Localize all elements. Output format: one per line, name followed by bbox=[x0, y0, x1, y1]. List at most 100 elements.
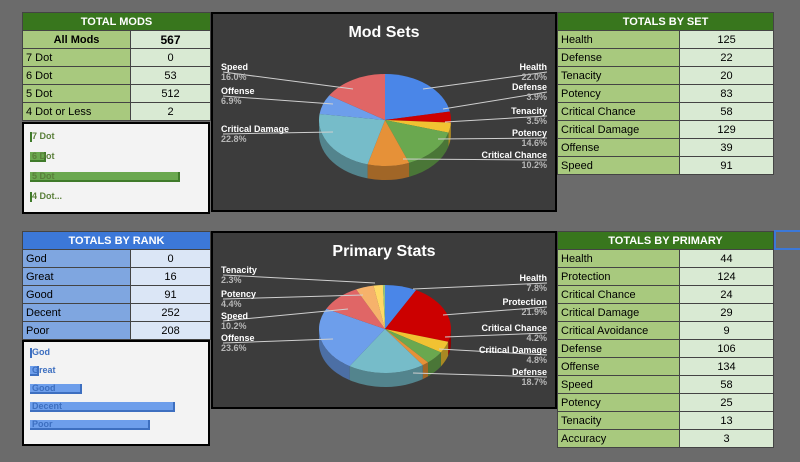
row-label[interactable]: God bbox=[22, 249, 131, 268]
row-label[interactable]: Speed bbox=[557, 375, 680, 394]
total-mods-value[interactable]: 567 bbox=[130, 30, 211, 49]
row-value[interactable]: 22 bbox=[678, 48, 775, 67]
row-value[interactable]: 208 bbox=[129, 321, 212, 340]
row-label[interactable]: Critical Chance bbox=[557, 285, 680, 304]
row-value[interactable]: 16 bbox=[129, 267, 212, 286]
row-value[interactable]: 134 bbox=[679, 357, 774, 376]
table-row: Offense 39 bbox=[557, 138, 775, 157]
pie-slice-side bbox=[422, 362, 429, 380]
row-value[interactable]: 53 bbox=[130, 66, 211, 85]
primary-stats-chart[interactable]: Primary Stats Health 7.8% Protection 21.9% C… bbox=[211, 231, 557, 409]
row-value[interactable]: 44 bbox=[679, 249, 774, 268]
totals-by-set-table: TOTALS BY SET Health 125 Defense 22 Tenacity… bbox=[556, 12, 775, 175]
row-label[interactable]: 6 Dot bbox=[22, 66, 131, 85]
leader-line bbox=[438, 348, 548, 356]
pie-slice[interactable] bbox=[382, 285, 385, 329]
row-value[interactable]: 91 bbox=[129, 285, 212, 304]
table-row: Potency 83 bbox=[557, 84, 775, 103]
row-value[interactable]: 2 bbox=[130, 102, 211, 121]
pie-slice[interactable] bbox=[385, 111, 451, 123]
row-label[interactable]: Tenacity bbox=[557, 66, 680, 85]
row-label[interactable]: Defense bbox=[557, 48, 680, 67]
total-mods-header[interactable]: TOTAL MODS bbox=[22, 12, 211, 31]
legend-percent: 22.8% bbox=[221, 134, 247, 144]
pie-slice[interactable] bbox=[385, 74, 450, 120]
pie-slice[interactable] bbox=[385, 290, 451, 342]
row-value[interactable]: 24 bbox=[679, 285, 774, 304]
totals-by-rank-header[interactable]: TOTALS BY RANK bbox=[21, 231, 212, 250]
pie-slice[interactable] bbox=[319, 308, 385, 367]
table-row: Offense 134 bbox=[557, 357, 774, 376]
pie-slice-side bbox=[440, 341, 449, 367]
row-value[interactable]: 512 bbox=[130, 84, 211, 103]
pie-slice[interactable] bbox=[329, 74, 385, 120]
pie-slice[interactable] bbox=[385, 120, 451, 133]
mod-sets-chart[interactable]: Mod Sets Health 22.0% Defense 3.9% Tenacity 3… bbox=[211, 12, 557, 212]
pie-slice[interactable] bbox=[385, 285, 417, 329]
row-label[interactable]: Protection bbox=[557, 267, 680, 286]
row-label[interactable]: 7 Dot bbox=[22, 48, 131, 67]
pie-slice[interactable] bbox=[356, 285, 385, 329]
row-value[interactable]: 20 bbox=[678, 66, 775, 85]
row-value[interactable]: 39 bbox=[678, 138, 775, 157]
pie-slice[interactable] bbox=[385, 329, 441, 363]
total-mods-label[interactable]: All Mods bbox=[22, 30, 131, 49]
totals-by-primary-header[interactable]: TOTALS BY PRIMARY bbox=[557, 231, 774, 250]
row-label[interactable]: Potency bbox=[557, 84, 680, 103]
row-value[interactable]: 83 bbox=[678, 84, 775, 103]
row-label[interactable]: Critical Damage bbox=[557, 303, 680, 322]
row-label[interactable]: Critical Avoidance bbox=[557, 321, 680, 340]
pie-slice[interactable] bbox=[373, 285, 385, 329]
row-value[interactable]: 13 bbox=[679, 411, 774, 430]
row-value[interactable]: 9 bbox=[679, 321, 774, 340]
row-value[interactable]: 106 bbox=[679, 339, 774, 358]
row-label[interactable]: Offense bbox=[557, 138, 680, 157]
row-label[interactable]: Poor bbox=[22, 321, 131, 340]
row-label[interactable]: Critical Damage bbox=[557, 120, 680, 139]
pie-slice[interactable] bbox=[326, 289, 385, 329]
row-label[interactable]: Health bbox=[557, 30, 680, 49]
pie-slice[interactable] bbox=[385, 329, 429, 366]
row-value[interactable]: 129 bbox=[678, 120, 775, 139]
pie-slice[interactable] bbox=[319, 95, 385, 120]
rank-bar-chart[interactable]: God Great Good Decent Poor bbox=[22, 340, 210, 446]
row-value[interactable]: 58 bbox=[679, 375, 774, 394]
legend-percent: 6.9% bbox=[221, 96, 242, 106]
pie-slice[interactable] bbox=[385, 120, 449, 163]
table-row: Health 125 bbox=[557, 30, 775, 49]
row-label[interactable]: Offense bbox=[557, 357, 680, 376]
row-value[interactable]: 0 bbox=[130, 48, 211, 67]
row-value[interactable]: 0 bbox=[129, 249, 212, 268]
row-value[interactable]: 29 bbox=[679, 303, 774, 322]
row-value[interactable]: 125 bbox=[678, 30, 775, 49]
row-value[interactable]: 25 bbox=[679, 393, 774, 412]
pie-slice[interactable] bbox=[367, 120, 410, 166]
row-value[interactable]: 91 bbox=[678, 156, 775, 175]
row-value[interactable]: 58 bbox=[678, 102, 775, 121]
pie-slice[interactable] bbox=[319, 114, 385, 165]
row-label[interactable]: 5 Dot bbox=[22, 84, 131, 103]
row-label[interactable]: Accuracy bbox=[557, 429, 680, 448]
table-row: Poor 208 bbox=[22, 321, 212, 340]
row-label[interactable]: Speed bbox=[557, 156, 680, 175]
row-label[interactable]: Tenacity bbox=[557, 411, 680, 430]
pie-slice[interactable] bbox=[349, 329, 423, 373]
row-label[interactable]: Defense bbox=[557, 339, 680, 358]
dot-bar-chart[interactable]: 7 Dot 6 Dot 5 Dot 4 Dot... bbox=[22, 122, 210, 214]
row-value[interactable]: 252 bbox=[129, 303, 212, 322]
row-value[interactable]: 3 bbox=[679, 429, 774, 448]
row-label[interactable]: Potency bbox=[557, 393, 680, 412]
table-row: Tenacity 13 bbox=[557, 411, 774, 430]
row-label[interactable]: Good bbox=[22, 285, 131, 304]
row-label[interactable]: Great bbox=[22, 267, 131, 286]
row-label[interactable]: Critical Chance bbox=[557, 102, 680, 121]
row-value[interactable]: 124 bbox=[679, 267, 774, 286]
leader-line bbox=[444, 115, 548, 123]
row-label[interactable]: Decent bbox=[22, 303, 131, 322]
row-label[interactable]: Health bbox=[557, 249, 680, 268]
row-label[interactable]: 4 Dot or Less bbox=[22, 102, 131, 121]
selected-cell[interactable] bbox=[774, 230, 800, 250]
bar bbox=[30, 402, 175, 412]
pie-slice[interactable] bbox=[385, 329, 449, 353]
totals-by-set-header[interactable]: TOTALS BY SET bbox=[556, 12, 775, 31]
